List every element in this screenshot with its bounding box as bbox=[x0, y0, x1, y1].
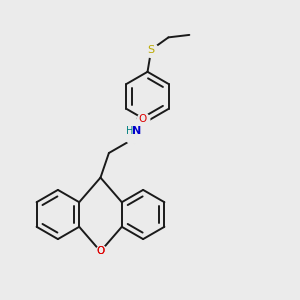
Text: O: O bbox=[96, 246, 105, 256]
Text: S: S bbox=[148, 45, 155, 55]
Text: N: N bbox=[132, 126, 141, 136]
Text: H: H bbox=[126, 126, 134, 136]
Text: O: O bbox=[139, 114, 147, 124]
Text: O: O bbox=[96, 246, 105, 256]
